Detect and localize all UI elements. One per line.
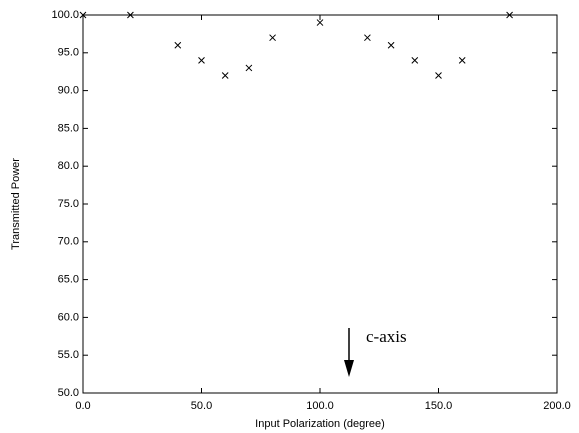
data-point (79, 11, 87, 19)
data-point (198, 57, 205, 64)
x-tick-label: 0.0 (75, 400, 90, 412)
y-tick-label: 80.0 (58, 160, 79, 172)
x-tick-label: 100.0 (306, 400, 334, 412)
x-tick-label: 50.0 (191, 400, 212, 412)
x-tick-label: 200.0 (543, 400, 571, 412)
data-point (269, 34, 276, 42)
y-tick-label: 50.0 (58, 387, 79, 399)
data-point (174, 41, 182, 49)
y-tick-label: 85.0 (58, 122, 79, 134)
y-axis-label: Transmitted Power (10, 158, 22, 250)
data-point (435, 72, 442, 79)
data-point (245, 64, 253, 72)
annotation: c-axis (366, 327, 407, 346)
y-tick-label: 100.0 (51, 9, 79, 21)
plot-frame (82, 14, 558, 394)
x-axis-label: Input Polarization (degree) (255, 418, 385, 430)
x-tick-label: 150.0 (425, 400, 453, 412)
data-point (127, 11, 134, 19)
data-point (387, 41, 395, 49)
data-point (458, 57, 466, 64)
y-tick-label: 95.0 (58, 47, 79, 59)
data-point (364, 34, 371, 42)
data-point (221, 72, 229, 79)
y-tick-label: 60.0 (58, 311, 79, 323)
data-point (411, 57, 419, 64)
data-point (506, 11, 513, 19)
y-tick-label: 55.0 (58, 349, 79, 361)
y-tick-label: 65.0 (58, 274, 79, 286)
y-tick-label: 90.0 (58, 85, 79, 97)
data-point (316, 19, 324, 26)
annotation-arrow-head (344, 360, 354, 377)
y-tick-label: 75.0 (58, 198, 79, 210)
y-tick-label: 70.0 (58, 236, 79, 248)
